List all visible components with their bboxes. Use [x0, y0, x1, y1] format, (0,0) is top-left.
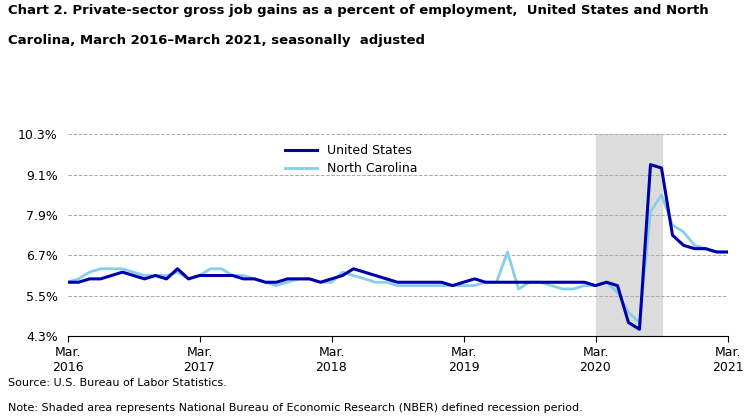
United States — [63, 280, 72, 285]
North Carolina — [63, 280, 72, 285]
United States — [415, 280, 424, 285]
Bar — [596, 134, 662, 336]
United States — [294, 276, 303, 281]
Line: North Carolina: North Carolina — [68, 195, 728, 323]
North Carolina — [635, 320, 644, 325]
United States — [459, 280, 468, 285]
Text: Source: U.S. Bureau of Labor Statistics.: Source: U.S. Bureau of Labor Statistics. — [8, 378, 226, 388]
United States — [723, 249, 732, 255]
North Carolina — [415, 283, 424, 288]
United States — [195, 273, 204, 278]
Text: Note: Shaded area represents National Bureau of Economic Research (NBER) defined: Note: Shaded area represents National Bu… — [8, 403, 582, 413]
North Carolina — [217, 266, 226, 271]
North Carolina — [195, 273, 204, 278]
North Carolina — [646, 209, 655, 214]
Text: Carolina, March 2016–March 2021, seasonally  adjusted: Carolina, March 2016–March 2021, seasona… — [8, 34, 424, 47]
United States — [646, 162, 655, 167]
United States — [657, 165, 666, 171]
Legend: United States, North Carolina: United States, North Carolina — [282, 141, 421, 179]
North Carolina — [657, 192, 666, 197]
Line: United States: United States — [68, 165, 728, 329]
Text: Chart 2. Private-sector gross job gains as a percent of employment,  United Stat: Chart 2. Private-sector gross job gains … — [8, 4, 708, 17]
United States — [217, 273, 226, 278]
North Carolina — [723, 249, 732, 255]
United States — [635, 327, 644, 332]
North Carolina — [459, 283, 468, 288]
North Carolina — [294, 276, 303, 281]
